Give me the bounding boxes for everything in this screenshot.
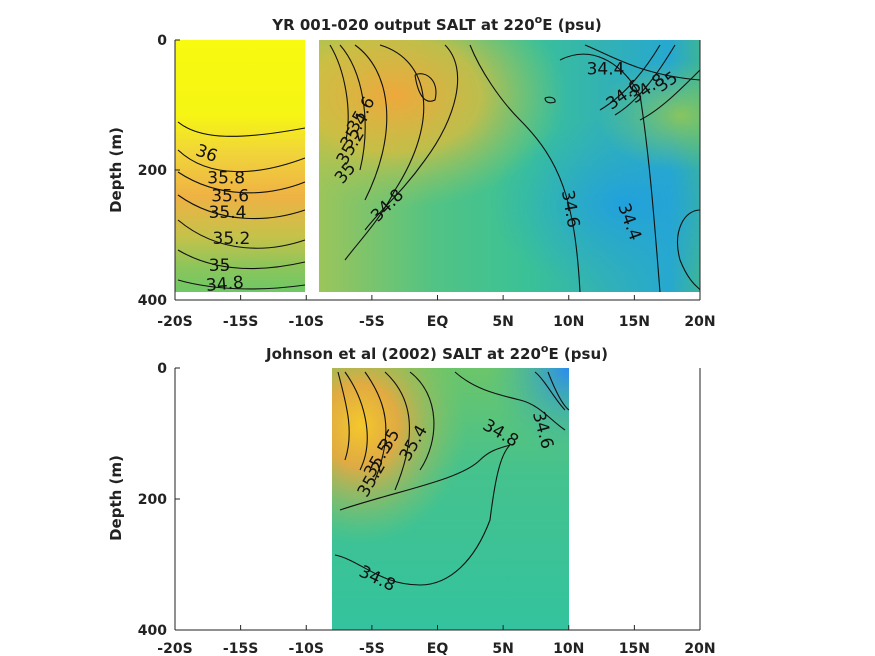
panel-model-salinity: YR 001-020 output SALT at 220oE (psu) (107, 13, 716, 330)
x-tick-label: 15N (619, 314, 650, 330)
x-tick-label: 20N (684, 314, 715, 330)
contour-label: 35.4 (209, 203, 247, 223)
panel-2-y-axis-label: Depth (m) (107, 455, 125, 541)
panel-2-contours (334, 371, 570, 586)
panel-2-title: Johnson et al (2002) SALT at 220oE (psu) (265, 342, 608, 363)
x-tick-label: EQ (427, 314, 449, 330)
x-tick-label: 20N (684, 641, 715, 656)
panel-1-axes: -20S -15S -10S -5S EQ 5N 10N 15N 20N 0 200 400 (138, 33, 716, 330)
x-tick-label: -10S (289, 314, 324, 330)
x-tick-label: 10N (553, 314, 584, 330)
x-tick-label: -15S (223, 641, 258, 656)
panel-1-contours (177, 44, 701, 293)
x-tick-label: 5N (492, 641, 513, 656)
panel-1-heatmap (175, 40, 700, 292)
panel-1-y-axis-label: Depth (m) (107, 127, 125, 213)
x-tick-label: -10S (289, 641, 324, 656)
y-tick-label: 0 (157, 361, 167, 377)
panel-2-axes: -20S -15S -10S -5S EQ 5N 10N 15N 20N 0 200 400 (138, 361, 716, 656)
x-tick-label: 10N (553, 641, 584, 656)
panel-1-data-gap (305, 40, 319, 292)
contour-label: 35.8 (207, 168, 245, 188)
y-tick-label: 400 (138, 623, 167, 639)
contour-label: 34.4 (587, 59, 625, 79)
x-tick-label: 15N (619, 641, 650, 656)
x-tick-label: -20S (157, 641, 192, 656)
contour-label: 35.6 (211, 187, 249, 207)
y-tick-label: 200 (138, 163, 167, 179)
y-tick-label: 200 (138, 492, 167, 508)
x-tick-label: -5S (359, 314, 385, 330)
x-tick-label: -20S (157, 314, 192, 330)
panel-2-heatmap (332, 368, 569, 630)
x-tick-label: -15S (223, 314, 258, 330)
contour-label: 35 (209, 256, 231, 276)
panel-johnson-salinity: Johnson et al (2002) SALT at 220oE (psu)… (107, 342, 716, 656)
y-tick-label: 400 (138, 293, 167, 309)
x-tick-label: 5N (492, 314, 513, 330)
x-tick-label: -5S (359, 641, 385, 656)
panel-1-title: YR 001-020 output SALT at 220oE (psu) (271, 13, 602, 34)
x-tick-label: EQ (427, 641, 449, 656)
contour-label: 35.2 (213, 229, 251, 249)
contour-label: 34.8 (205, 273, 244, 296)
y-tick-label: 0 (157, 33, 167, 49)
